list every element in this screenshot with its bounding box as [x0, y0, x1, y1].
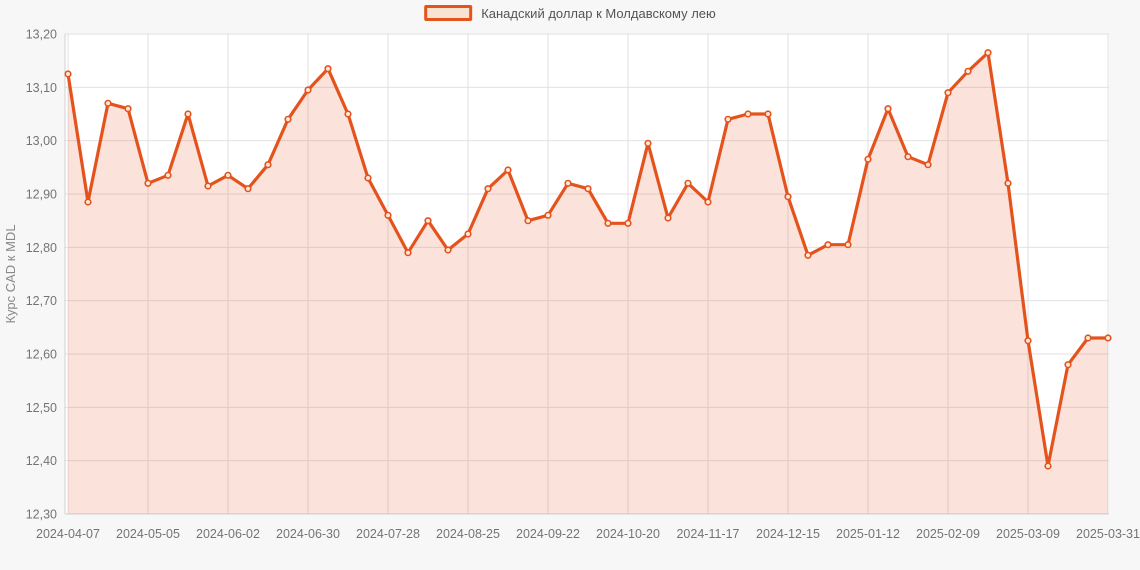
data-point-marker[interactable] — [964, 67, 972, 75]
data-point-marker[interactable] — [604, 219, 612, 227]
data-point-marker[interactable] — [684, 179, 692, 187]
data-point-marker[interactable] — [944, 89, 952, 97]
y-axis-tick-label: 12,60 — [26, 348, 57, 362]
x-axis-tick-label: 2025-03-31 — [1076, 527, 1140, 541]
data-point-marker[interactable] — [564, 179, 572, 187]
x-axis-tick-label: 2025-03-09 — [996, 527, 1060, 541]
data-point-marker[interactable] — [104, 99, 112, 107]
x-axis-tick-label: 2025-02-09 — [916, 527, 980, 541]
x-axis-tick-label: 2024-10-20 — [596, 527, 660, 541]
data-point-marker[interactable] — [764, 110, 772, 118]
data-point-marker[interactable] — [1084, 334, 1092, 342]
data-point-marker[interactable] — [784, 193, 792, 201]
data-point-marker[interactable] — [404, 249, 412, 257]
data-point-marker[interactable] — [64, 70, 72, 78]
data-point-marker[interactable] — [804, 251, 812, 259]
data-point-marker[interactable] — [1064, 361, 1072, 369]
data-point-marker[interactable] — [624, 219, 632, 227]
data-point-marker[interactable] — [884, 105, 892, 113]
data-point-marker[interactable] — [1104, 334, 1112, 342]
y-axis-tick-label: 12,30 — [26, 508, 57, 522]
x-axis-tick-label: 2024-11-17 — [676, 527, 739, 541]
data-point-marker[interactable] — [164, 171, 172, 179]
legend-series-swatch-icon — [424, 5, 473, 21]
data-point-marker[interactable] — [1024, 337, 1032, 345]
data-point-marker[interactable] — [664, 214, 672, 222]
data-point-marker[interactable] — [244, 185, 252, 193]
x-axis-tick-label: 2024-12-15 — [756, 527, 820, 541]
data-point-marker[interactable] — [924, 161, 932, 169]
plot-area — [65, 34, 1109, 514]
x-axis-tick-label: 2024-06-30 — [276, 527, 340, 541]
data-point-marker[interactable] — [204, 182, 212, 190]
legend-series-label: Канадский доллар к Молдавскому лею — [481, 5, 716, 21]
data-point-marker[interactable] — [904, 153, 912, 161]
data-point-marker[interactable] — [84, 198, 92, 206]
data-point-marker[interactable] — [224, 171, 232, 179]
data-point-marker[interactable] — [724, 115, 732, 123]
data-point-marker[interactable] — [524, 217, 532, 225]
x-axis-tick-label: 2024-09-22 — [516, 527, 580, 541]
data-point-marker[interactable] — [584, 185, 592, 193]
data-point-marker[interactable] — [184, 110, 192, 118]
data-point-marker[interactable] — [864, 155, 872, 163]
y-axis-tick-label: 13,00 — [26, 134, 57, 148]
data-point-marker[interactable] — [744, 110, 752, 118]
x-axis-tick-label: 2024-04-07 — [36, 527, 100, 541]
data-point-marker[interactable] — [704, 198, 712, 206]
data-point-marker[interactable] — [1004, 179, 1012, 187]
data-point-marker[interactable] — [264, 161, 272, 169]
data-point-marker[interactable] — [484, 185, 492, 193]
data-point-marker[interactable] — [424, 217, 432, 225]
data-point-marker[interactable] — [444, 246, 452, 254]
y-axis-tick-label: 12,50 — [26, 401, 57, 415]
y-axis-tick-label: 13,10 — [26, 81, 57, 95]
data-point-marker[interactable] — [384, 211, 392, 219]
y-axis-tick-label: 12,40 — [26, 454, 57, 468]
data-point-marker[interactable] — [464, 230, 472, 238]
data-point-marker[interactable] — [844, 241, 852, 249]
data-point-marker[interactable] — [824, 241, 832, 249]
data-point-marker[interactable] — [364, 174, 372, 182]
data-point-marker[interactable] — [144, 179, 152, 187]
data-point-marker[interactable] — [344, 110, 352, 118]
y-axis-tick-label: 12,70 — [26, 294, 57, 308]
x-axis-tick-label: 2024-08-25 — [436, 527, 500, 541]
data-point-marker[interactable] — [124, 105, 132, 113]
y-axis-tick-label: 12,80 — [26, 241, 57, 255]
x-axis-tick-label: 2024-06-02 — [196, 527, 260, 541]
series-area — [68, 52, 1108, 514]
data-point-marker[interactable] — [544, 211, 552, 219]
legend-item[interactable]: Канадский доллар к Молдавскому лею — [424, 5, 716, 21]
y-axis-tick-label: 12,90 — [26, 188, 57, 202]
data-point-marker[interactable] — [1044, 462, 1052, 470]
y-axis-title: Курс CAD к MDL — [3, 224, 18, 323]
data-point-marker[interactable] — [644, 139, 652, 147]
x-axis-tick-label: 2025-01-12 — [836, 527, 900, 541]
y-axis-tick-label: 13,20 — [26, 28, 57, 42]
data-point-marker[interactable] — [324, 65, 332, 73]
data-point-marker[interactable] — [504, 166, 512, 174]
data-point-marker[interactable] — [284, 115, 292, 123]
x-axis-tick-label: 2024-05-05 — [116, 527, 180, 541]
data-point-marker[interactable] — [984, 49, 992, 57]
data-point-marker[interactable] — [304, 86, 312, 94]
x-axis-tick-label: 2024-07-28 — [356, 527, 420, 541]
